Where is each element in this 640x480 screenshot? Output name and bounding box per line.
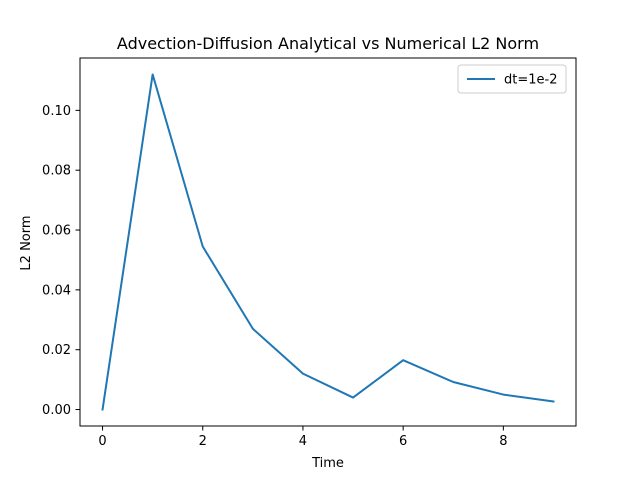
x-tick-label: 2 bbox=[199, 434, 207, 449]
legend-box bbox=[457, 64, 567, 94]
chart-title: Advection-Diffusion Analytical vs Numeri… bbox=[117, 34, 539, 53]
x-tick-label: 8 bbox=[499, 434, 507, 449]
x-tick-label: 4 bbox=[299, 434, 307, 449]
x-axis-label: Time bbox=[311, 456, 344, 471]
y-tick-label: 0.10 bbox=[42, 104, 71, 119]
series-line bbox=[101, 73, 555, 411]
x-tick-label: 6 bbox=[399, 434, 407, 449]
y-axis-label: L2 Norm bbox=[19, 215, 34, 270]
y-tick-label: 0.04 bbox=[42, 283, 71, 298]
x-tick-label: 0 bbox=[98, 434, 106, 449]
legend-label: dt=1e-2 bbox=[504, 73, 557, 88]
y-tick-label: 0.08 bbox=[42, 164, 71, 179]
plot-area: 0 2 4 6 8 0.00 0.02 0.04 0.06 0.08 0.10 dt=1e-2 bbox=[42, 57, 577, 449]
y-tick-label: 0.02 bbox=[42, 343, 71, 358]
axes-frame bbox=[79, 57, 577, 427]
y-tick-label: 0.00 bbox=[42, 403, 71, 418]
y-tick-label: 0.06 bbox=[42, 224, 71, 239]
